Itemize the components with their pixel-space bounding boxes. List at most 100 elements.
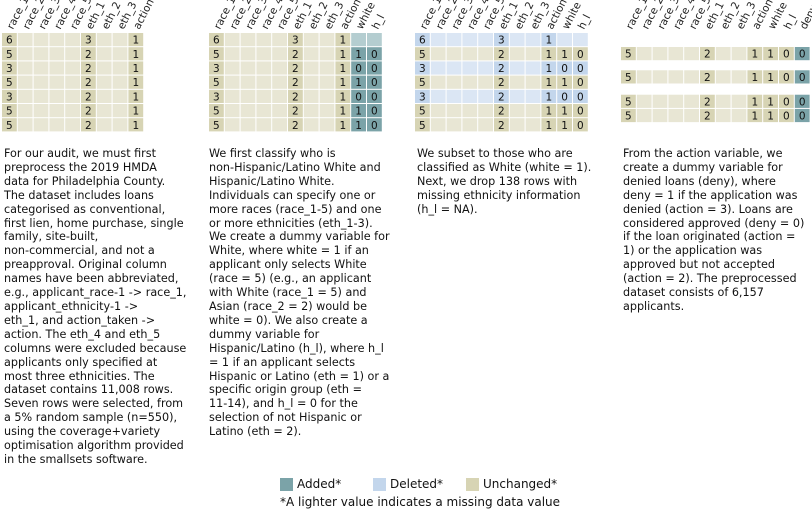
cell-value: 1 (355, 49, 362, 61)
table-cell (747, 108, 763, 123)
table-cell (128, 104, 144, 118)
table-cell (303, 104, 319, 118)
cell-value: 3 (419, 91, 426, 103)
table-cell (509, 104, 525, 118)
cell-value: 2 (498, 63, 505, 75)
table-cell (541, 33, 557, 47)
table-cell (557, 47, 572, 61)
table-cell (2, 47, 17, 61)
table-cell (652, 70, 668, 84)
table-cell (415, 89, 430, 103)
table-cell (478, 61, 493, 75)
table-cell (415, 118, 430, 132)
cell-value: 1 (545, 91, 552, 103)
table-cell (240, 47, 256, 61)
table-cell (446, 89, 462, 103)
table-cell (256, 89, 272, 103)
cell-value: 1 (339, 35, 346, 47)
step-3-table: race_1race_2race_3race_4race_5eth_1eth_2… (415, 0, 593, 132)
table-cell (462, 33, 478, 47)
cell-value: 1 (545, 120, 552, 132)
cell-value: 1 (132, 49, 139, 61)
table-cell (557, 89, 572, 103)
cell-value: 2 (85, 120, 92, 132)
table-cell (494, 33, 509, 47)
table-cell (2, 104, 17, 118)
table-cell (763, 108, 778, 123)
table-cell (303, 47, 319, 61)
table-cell (747, 47, 763, 61)
table-cell (128, 47, 144, 61)
cell-value: 0 (577, 91, 584, 103)
table-cell (446, 104, 462, 118)
cell-value: 1 (355, 106, 362, 118)
table-cell (65, 33, 80, 47)
cell-value: 1 (561, 120, 568, 132)
table-cell (494, 89, 509, 103)
table-cell (779, 47, 794, 61)
table-cell (636, 94, 652, 108)
cell-value: 2 (85, 49, 92, 61)
table-cell (462, 47, 478, 61)
cell-value: 3 (6, 63, 13, 75)
table-cell (209, 33, 224, 47)
cell-value: 2 (498, 91, 505, 103)
table-cell (351, 61, 366, 75)
cell-value: 0 (577, 49, 584, 61)
table-cell (303, 118, 319, 132)
cell-value: 1 (132, 106, 139, 118)
cell-value: 5 (419, 49, 426, 61)
table-cell (351, 33, 366, 47)
table-cell (779, 108, 794, 123)
table-cell (462, 104, 478, 118)
step-2-description: We first classify who is non-Hispanic/La… (209, 147, 390, 439)
legend-added-label: Added* (297, 477, 342, 491)
table-cell (33, 75, 49, 89)
table-cell (240, 61, 256, 75)
table-cell (573, 61, 588, 75)
table-cell (128, 118, 144, 132)
table-cell (49, 47, 65, 61)
cell-value: 2 (498, 77, 505, 89)
table-cell (335, 61, 351, 75)
table-cell (17, 104, 33, 118)
table-cell (794, 47, 810, 61)
table-cell (33, 118, 49, 132)
table-cell (621, 70, 636, 84)
table-row: 6 3 1 (415, 33, 588, 47)
table-cell (763, 70, 778, 84)
cell-value: 2 (292, 106, 299, 118)
cell-value: 0 (783, 96, 790, 108)
cell-value: 1 (751, 96, 758, 108)
table-cell (288, 89, 303, 103)
table-cell (2, 33, 17, 47)
table-cell (462, 61, 478, 75)
table-cell (288, 33, 303, 47)
table-cell (509, 118, 525, 132)
table-cell (319, 75, 335, 89)
cell-value: 1 (545, 106, 552, 118)
table-cell (256, 33, 272, 47)
cell-value: 1 (767, 96, 774, 108)
table-cell (335, 89, 351, 103)
table-row: 5 2 1 (2, 47, 144, 61)
table-cell (112, 118, 128, 132)
table-cell (668, 70, 684, 84)
table-cell (81, 104, 96, 118)
table-cell (65, 47, 80, 61)
table-cell (351, 118, 366, 132)
cell-value: 5 (419, 106, 426, 118)
table-cell (49, 61, 65, 75)
table-cell (430, 104, 446, 118)
table-cell (700, 108, 715, 123)
table-cell (525, 118, 541, 132)
cell-value: 6 (6, 35, 13, 47)
cell-value: 1 (339, 106, 346, 118)
cell-value: 0 (799, 49, 806, 61)
table-cell (33, 89, 49, 103)
